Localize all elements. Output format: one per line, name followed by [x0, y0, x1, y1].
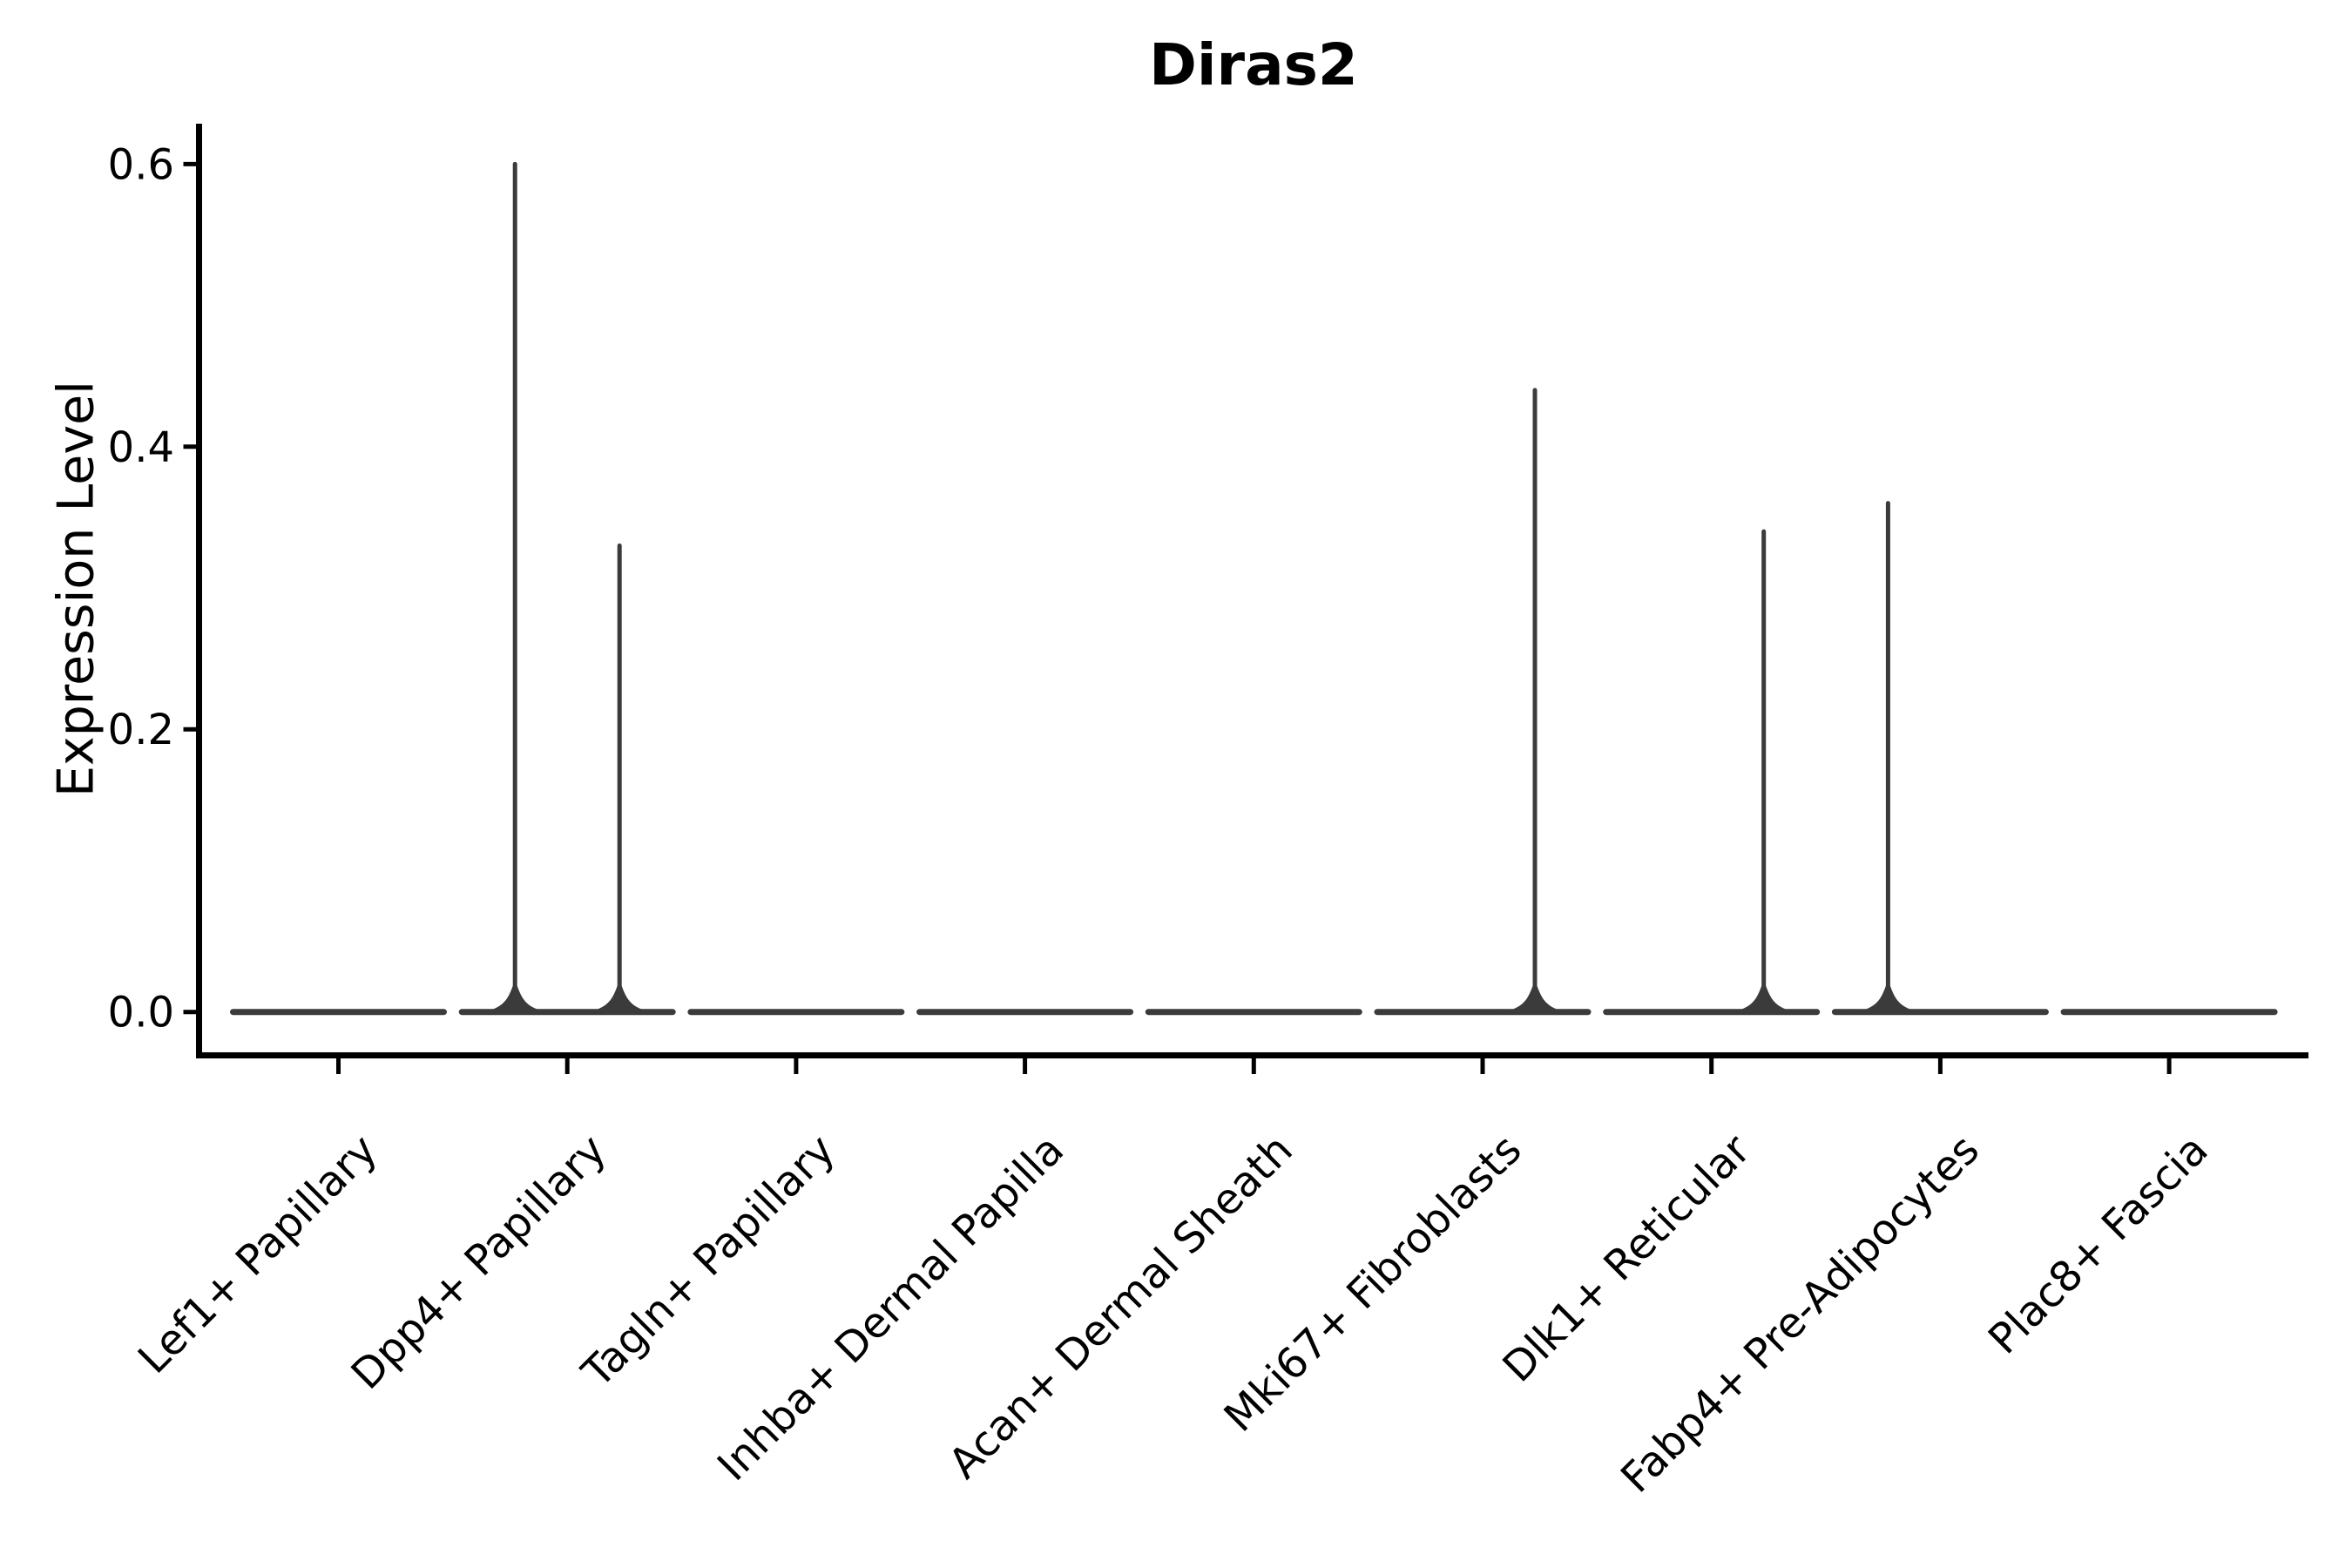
violin-spike-base	[1848, 985, 1929, 1014]
x-tick-label: Plac8+ Fascia	[1979, 1125, 2218, 1364]
y-tick-label: 0.4	[108, 423, 174, 472]
y-tick-label: 0.2	[108, 706, 174, 754]
chart-title: Diras2	[1149, 31, 1358, 98]
x-tick-label: Dpp4+ Papillary	[342, 1125, 616, 1399]
x-tick-label: Dlk1+ Reticular	[1494, 1125, 1761, 1392]
x-tick-label: Tagln+ Papillary	[572, 1125, 844, 1397]
y-tick-label: 0.0	[108, 989, 174, 1037]
violin-spike-base	[475, 985, 556, 1014]
violin-spike-base	[1495, 985, 1575, 1014]
y-tick-label: 0.6	[108, 140, 174, 189]
violin-spike-base	[1723, 985, 1804, 1014]
x-tick-label: Lef1+ Papillary	[129, 1125, 387, 1383]
violin-spike-base	[579, 985, 660, 1014]
